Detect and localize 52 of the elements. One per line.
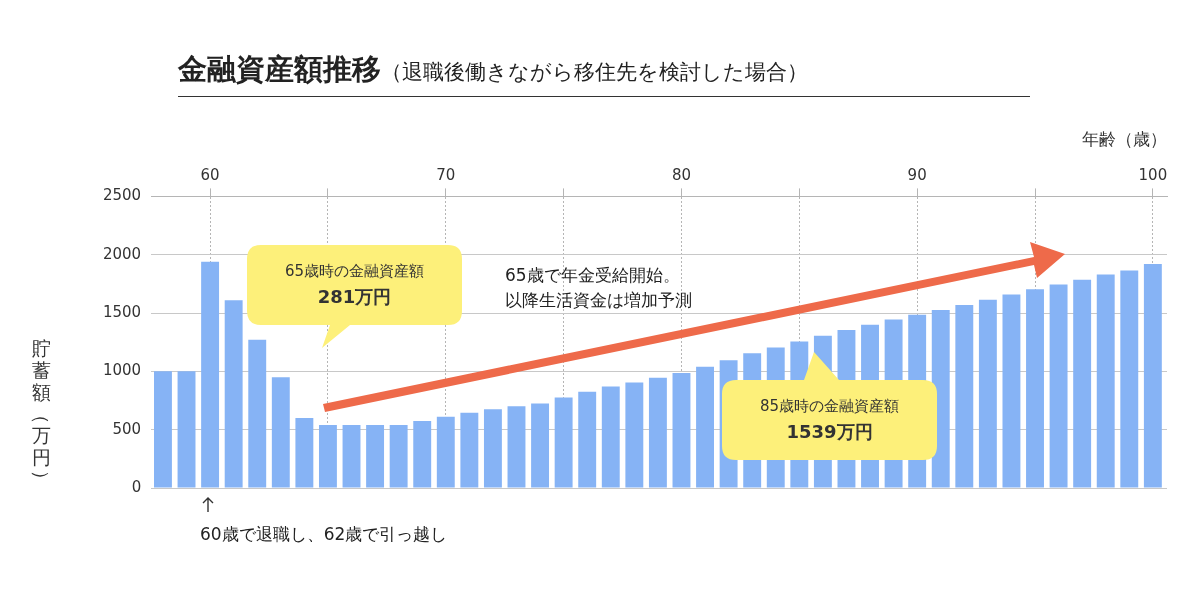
bar bbox=[1096, 274, 1115, 488]
y-tick-label: 1000 bbox=[102, 361, 142, 380]
y-tick-label: 2000 bbox=[102, 244, 142, 263]
x-tick-label: 70 bbox=[436, 166, 456, 185]
bar bbox=[507, 406, 526, 488]
y-tick-label: 0 bbox=[131, 477, 142, 496]
bar bbox=[1026, 289, 1044, 488]
x-tick-label: 100 bbox=[1138, 166, 1168, 185]
bar bbox=[978, 299, 997, 488]
bar bbox=[1073, 279, 1092, 488]
annotation: 65歳時の金融資産額 281万円 bbox=[284, 261, 425, 309]
annotation: 85歳時の金融資産額 1539万円 bbox=[759, 396, 900, 444]
bar bbox=[483, 409, 502, 488]
bar bbox=[248, 339, 267, 488]
bar bbox=[531, 403, 550, 488]
x-tick-label: 80 bbox=[671, 166, 692, 185]
bar bbox=[1120, 270, 1139, 488]
text: 60歳で退職し、62歳で引っ越し bbox=[200, 523, 448, 546]
y-tick-label: 500 bbox=[112, 419, 142, 438]
bar bbox=[955, 304, 974, 488]
bar bbox=[460, 412, 479, 488]
bar bbox=[224, 300, 243, 488]
bar bbox=[601, 386, 620, 488]
y-tick-label: 2500 bbox=[102, 186, 142, 205]
bar bbox=[554, 397, 573, 488]
chart-title: 金融資産額推移 bbox=[178, 52, 381, 86]
bar bbox=[648, 377, 667, 488]
bar bbox=[177, 371, 196, 488]
bar bbox=[318, 425, 337, 488]
bar bbox=[436, 416, 455, 488]
chart-subtitle: （退職後働きながら移住先を検討した場合） bbox=[381, 60, 808, 84]
bar bbox=[201, 261, 220, 488]
bar bbox=[271, 377, 290, 488]
bar bbox=[295, 418, 314, 488]
bar bbox=[389, 425, 408, 488]
bar bbox=[1049, 284, 1068, 488]
y-tick-label: 1500 bbox=[102, 302, 142, 321]
x-axis-title: 年齢（歳） bbox=[1082, 128, 1167, 149]
annotation: 65歳で年金受給開始。以降生活資金は増加予測 bbox=[505, 264, 692, 312]
bar bbox=[1002, 294, 1021, 488]
bar bbox=[342, 425, 361, 488]
bar bbox=[696, 366, 714, 488]
y-axis-title: 貯蓄額（万円） bbox=[30, 337, 53, 491]
bar bbox=[366, 425, 385, 488]
x-tick-label: 60 bbox=[200, 166, 220, 185]
x-tick-label: 90 bbox=[907, 166, 927, 185]
bar bbox=[154, 371, 172, 488]
bar bbox=[672, 373, 691, 488]
bar bbox=[578, 391, 597, 488]
bar bbox=[413, 420, 432, 488]
bar bbox=[625, 382, 644, 488]
bar bbox=[1143, 264, 1162, 488]
